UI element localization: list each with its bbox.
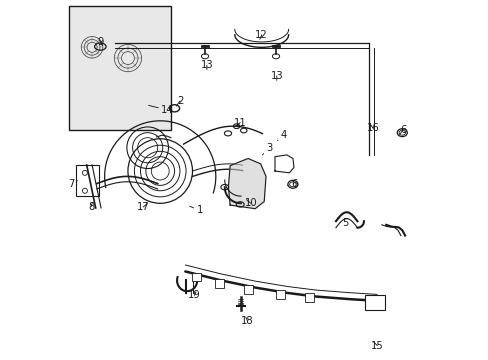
Text: 5: 5	[337, 218, 347, 228]
Text: 13: 13	[200, 60, 213, 70]
FancyBboxPatch shape	[365, 296, 385, 310]
Bar	[304, 293, 313, 302]
Text: 15: 15	[370, 341, 383, 351]
Text: 11: 11	[233, 118, 246, 128]
Bar	[244, 285, 252, 294]
Bar	[276, 290, 285, 299]
Text: 6: 6	[287, 179, 297, 189]
Text: 12: 12	[255, 30, 267, 40]
Text: 3: 3	[262, 143, 272, 155]
Text: 6: 6	[399, 125, 406, 135]
Text: 17: 17	[137, 202, 149, 212]
Bar	[191, 273, 201, 282]
Text: 18: 18	[241, 316, 253, 325]
Text: 14: 14	[148, 105, 173, 115]
Text: 4: 4	[277, 130, 286, 140]
Text: 19: 19	[187, 291, 200, 301]
Text: 13: 13	[270, 71, 283, 81]
Text: 8: 8	[88, 202, 94, 212]
FancyBboxPatch shape	[76, 165, 99, 197]
Text: 10: 10	[244, 198, 257, 208]
Text: 9: 9	[97, 37, 103, 47]
Text: 7: 7	[68, 179, 78, 189]
Text: 2: 2	[176, 96, 183, 106]
Text: 16: 16	[366, 123, 379, 133]
Polygon shape	[228, 158, 265, 209]
Bar	[215, 279, 224, 288]
Text: 1: 1	[189, 206, 203, 216]
Bar	[69, 6, 171, 130]
